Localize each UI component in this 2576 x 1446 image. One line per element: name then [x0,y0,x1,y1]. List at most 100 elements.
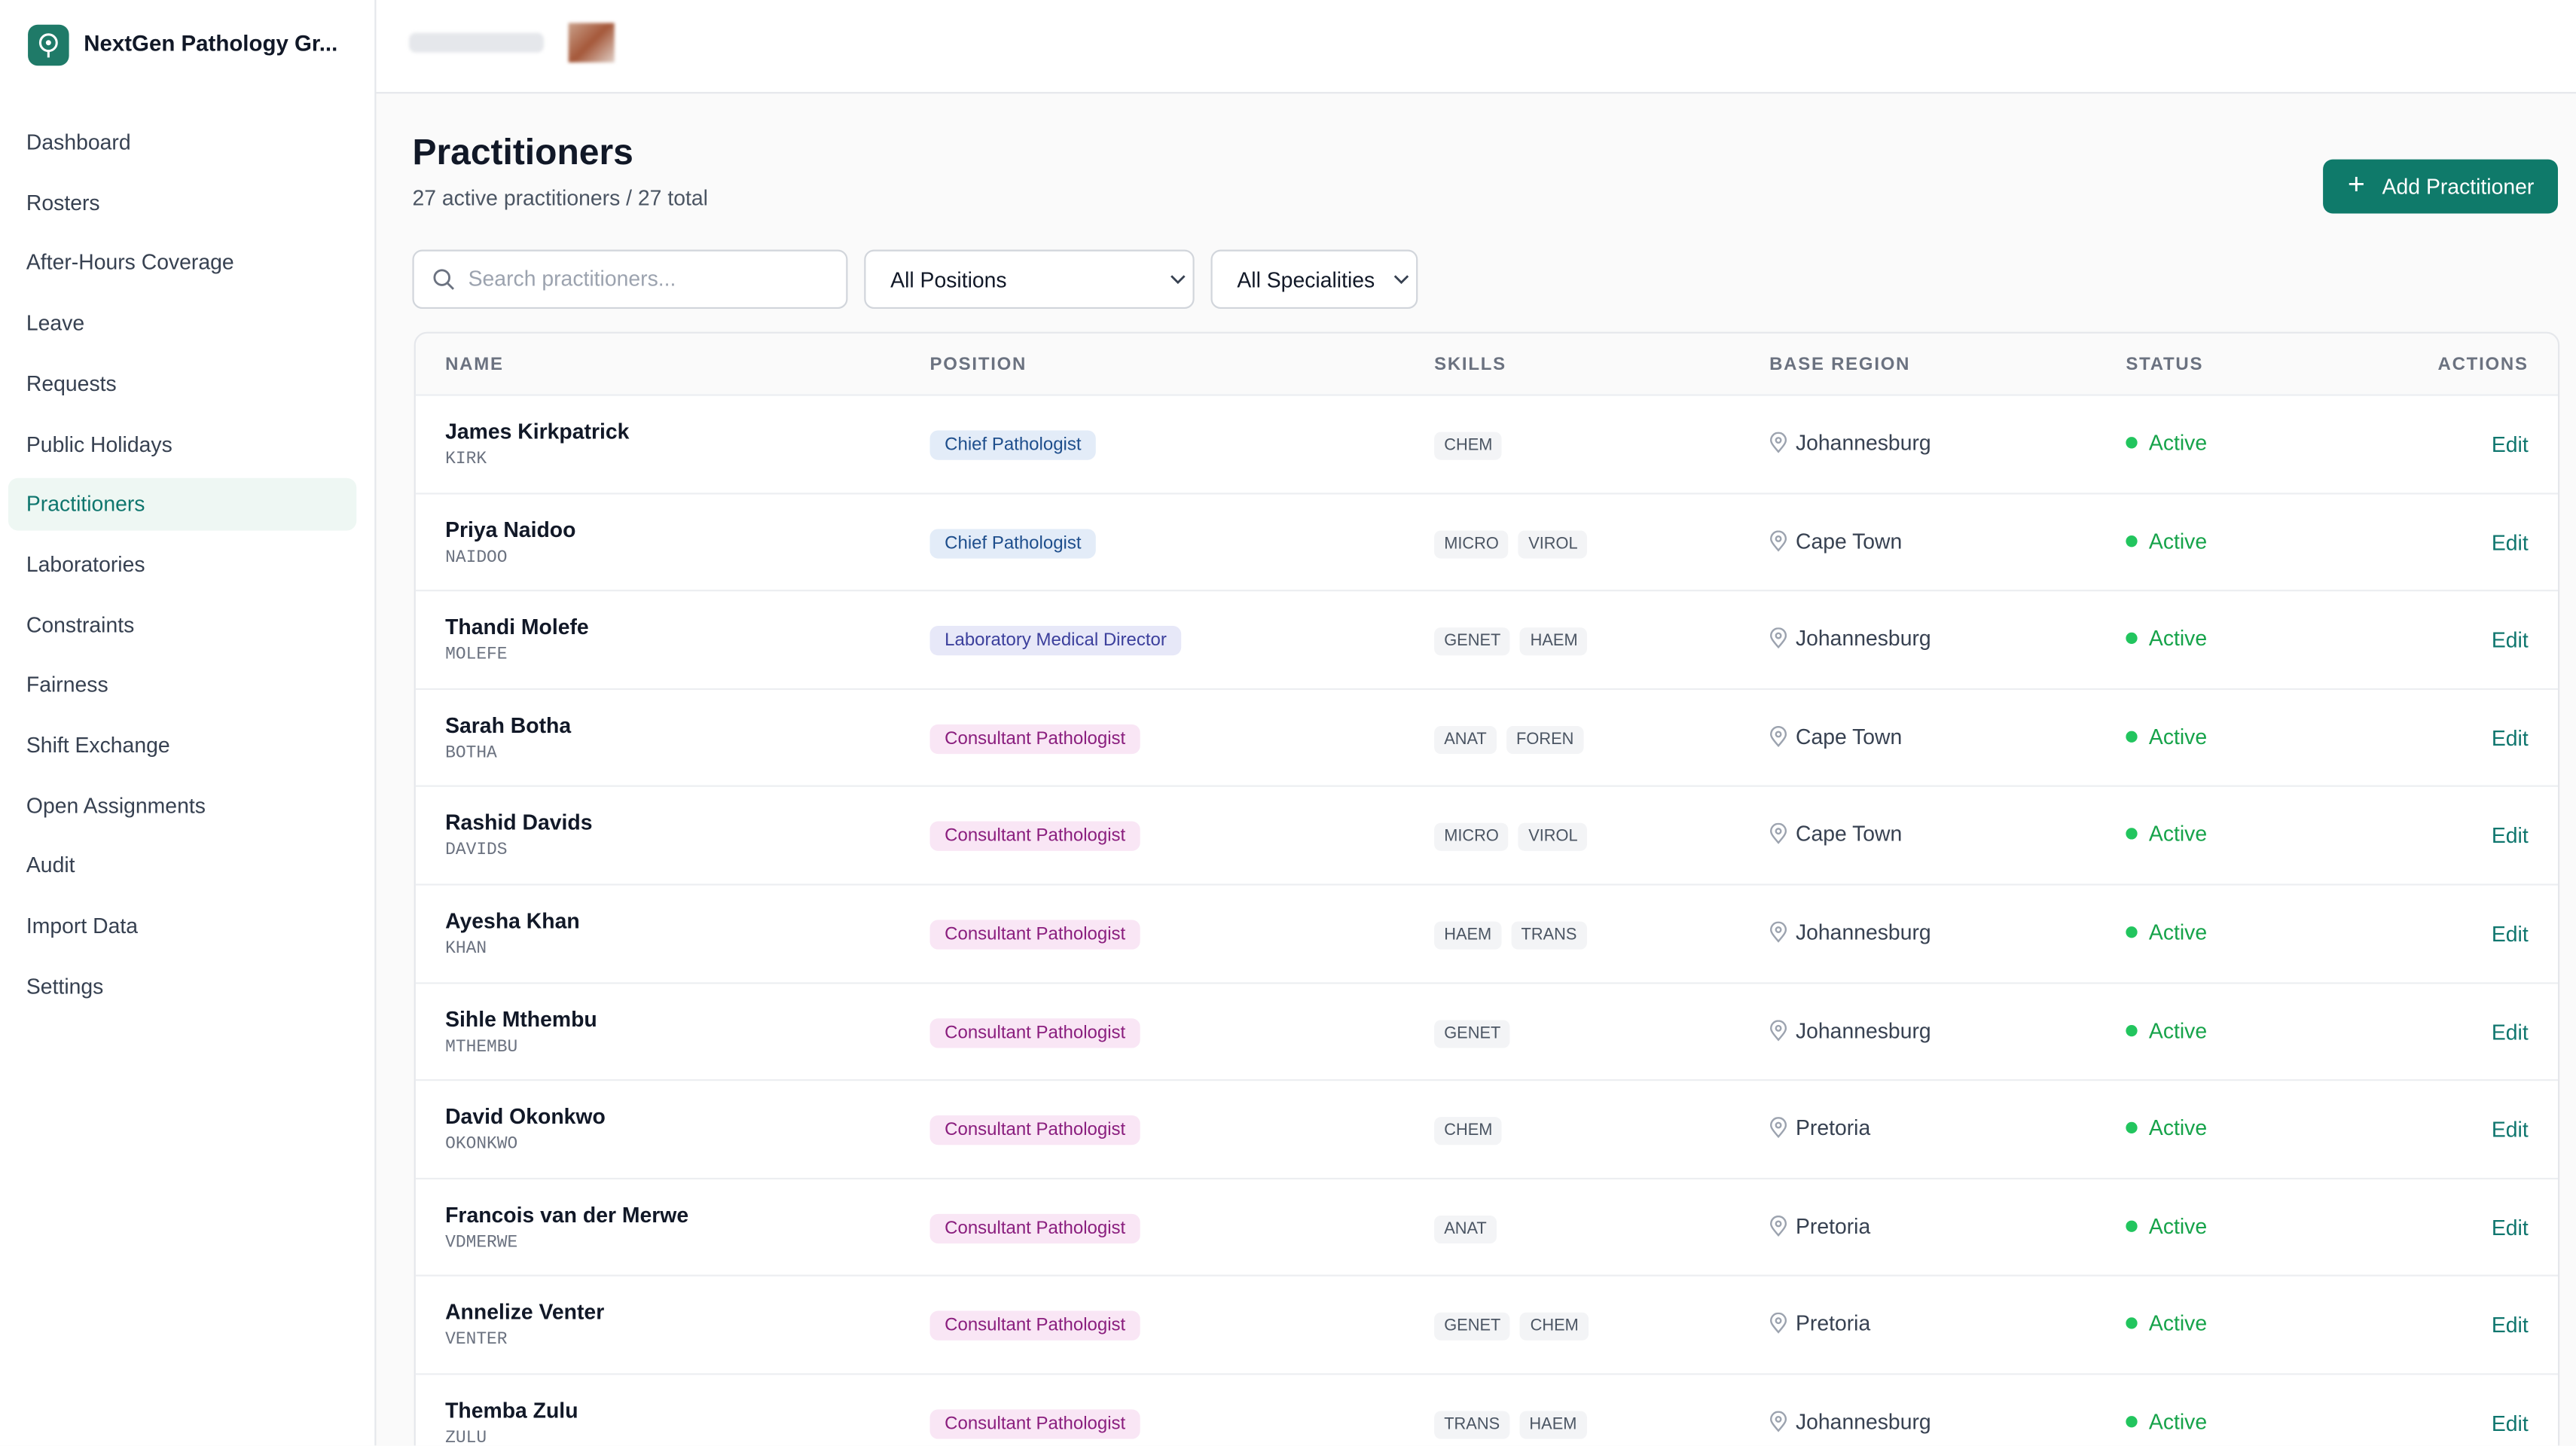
nav-item[interactable]: Shift Exchange [26,732,170,758]
skills: CHEM [1434,429,1512,460]
pin-icon [1770,1117,1787,1139]
nav-item[interactable]: Leave [26,310,85,336]
nav-item[interactable]: After-Hours Coverage [26,250,234,276]
status-dot [2126,1122,2138,1134]
pin-icon [1770,725,1787,747]
practitioner-name: James Kirkpatrick [445,419,630,444]
nav-item[interactable]: Fairness [26,672,108,697]
status: Active [2126,1311,2207,1336]
status-dot [2126,926,2138,938]
nav-item[interactable]: Requests [26,371,117,396]
base-region: Johannesburg [1769,1017,1931,1042]
practitioner-code: DAVIDS [445,841,508,862]
edit-link[interactable]: Edit [2491,921,2529,947]
edit-link[interactable]: Edit [2491,432,2529,457]
region-name: Johannesburg [1795,1017,1931,1043]
region-name: Johannesburg [1795,1409,1931,1435]
nav-item[interactable]: Settings [26,973,104,999]
add-button-label: Add Practitioner [2382,174,2535,199]
user-blur [409,32,544,53]
status-dot [2126,828,2138,840]
skill-tag: ANAT [1434,725,1497,754]
region-name: Cape Town [1795,528,1903,554]
speciality-select[interactable]: All Specialities [1210,249,1418,310]
status: Active [2126,430,2207,455]
speciality-select-label: All Specialities [1237,267,1375,293]
region-name: Cape Town [1795,822,1903,847]
status-dot [2126,1416,2138,1428]
topbar [376,0,2576,94]
add-button[interactable]: + Add Practitioner [2323,159,2559,214]
table-row: Ayesha Khan KHAN Consultant Pathologist HAE… [415,883,2559,984]
skill-tag: TRANS [1434,1411,1510,1439]
skills: TRANS HAEM [1434,1408,1597,1439]
pin-icon [1770,823,1787,845]
base-region: Cape Town [1769,822,1902,847]
nav-item[interactable]: Import Data [26,913,139,938]
skill-tag: CHEM [1434,1117,1503,1146]
table-row: Thandi Molefe MOLEFE Laboratory Medical Di… [415,590,2559,690]
practitioner-code: BOTHA [445,743,497,764]
page-subtitle: 27 active practitioners / 27 total [412,185,708,211]
edit-link[interactable]: Edit [2491,1019,2529,1045]
search-box[interactable]: Search practitioners... [412,249,848,310]
base-region: Cape Town [1769,724,1902,749]
search-placeholder: Search practitioners... [468,266,676,291]
edit-link[interactable]: Edit [2491,627,2529,653]
nav-item[interactable]: Open Assignments [26,792,206,818]
practitioner-name: Annelize Venter [445,1300,605,1325]
status-label: Active [2148,822,2208,847]
skills: MICRO VIROL [1434,526,1598,558]
nav-item[interactable]: Public Holidays [26,431,172,456]
practitioner-name: Themba Zulu [445,1398,578,1423]
table-row: Rashid Davids DAVIDS Consultant Pathologis… [415,786,2559,886]
status-label: Active [2148,1115,2208,1141]
nav-item[interactable]: Dashboard [26,130,131,155]
edit-link[interactable]: Edit [2491,1215,2529,1240]
base-region: Johannesburg [1769,1409,1931,1434]
skill-tag: VIROL [1518,529,1588,558]
pin-icon [1770,627,1787,649]
position-select[interactable]: All Positions [864,249,1195,310]
status-label: Active [2148,1409,2208,1435]
edit-link[interactable]: Edit [2491,725,2529,751]
status-label: Active [2148,430,2208,456]
table-row: Sarah Botha BOTHA Consultant Pathologist AN… [415,688,2559,788]
skill-tag: GENET [1434,1313,1511,1341]
status-label: Active [2148,920,2208,945]
nav-item[interactable]: Laboratories [26,551,145,577]
status-label: Active [2148,1311,2208,1337]
skill-tag: GENET [1434,627,1511,656]
column-header: NAME [445,355,504,375]
column-header: STATUS [2126,355,2204,375]
status: Active [2126,1213,2207,1238]
position-badge: Consultant Pathologist [929,724,1140,754]
status: Active [2126,1115,2207,1140]
search-icon [433,269,454,290]
position-badge: Consultant Pathologist [929,1213,1140,1243]
edit-link[interactable]: Edit [2491,823,2529,849]
practitioner-name: Ayesha Khan [445,908,580,933]
nav-item[interactable]: Rosters [26,190,100,215]
nav-item[interactable]: Practitioners [8,478,357,531]
practitioner-name: Sarah Botha [445,712,572,737]
edit-link[interactable]: Edit [2491,529,2529,555]
base-region: Johannesburg [1769,626,1931,651]
page-title: Practitioners [412,131,633,173]
base-region: Pretoria [1769,1213,1870,1238]
status-dot [2126,1024,2138,1036]
skill-tag: MICRO [1434,823,1509,852]
status-dot [2126,437,2138,449]
logo [28,24,69,66]
position-badge: Consultant Pathologist [929,1409,1140,1439]
position-badge: Chief Pathologist [929,430,1097,460]
practitioner-code: ZULU [445,1429,487,1446]
nav-item[interactable]: Audit [26,853,75,878]
edit-link[interactable]: Edit [2491,1411,2529,1436]
practitioner-code: NAIDOO [445,548,508,568]
nav-item[interactable]: Constraints [26,612,135,637]
table-row: Sihle Mthembu MTHEMBU Consultant Pathologi… [415,981,2559,1081]
table-row: Priya Naidoo NAIDOO Chief Pathologist MICRO… [415,492,2559,592]
edit-link[interactable]: Edit [2491,1117,2529,1142]
edit-link[interactable]: Edit [2491,1313,2529,1338]
